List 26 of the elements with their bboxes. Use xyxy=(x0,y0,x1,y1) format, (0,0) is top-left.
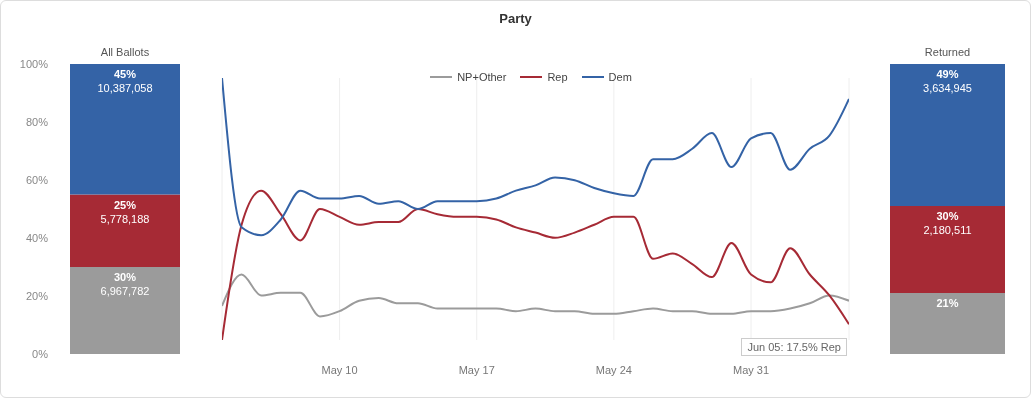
x-tick-label: May 17 xyxy=(458,363,495,376)
x-tick-label: Returned xyxy=(924,46,971,58)
x-tick-label: May 24 xyxy=(595,363,632,376)
bar xyxy=(70,64,180,195)
data-label: 49% 3,634,945 xyxy=(923,68,972,94)
x-tick-label: All Ballots xyxy=(100,46,150,58)
chart-title: Party xyxy=(498,11,533,26)
legend-label: NP+Other xyxy=(456,71,507,83)
text: Jun 05: 17.5% Rep xyxy=(741,338,847,356)
data-label: 25% 5,778,188 xyxy=(100,198,150,225)
legend-label: Rep xyxy=(546,71,568,83)
y-tick-label: 80% xyxy=(25,115,49,128)
x-tick-label: May 10 xyxy=(321,363,358,376)
data-label: 21% xyxy=(936,297,959,310)
bar xyxy=(70,194,180,267)
y-tick-label: 0% xyxy=(32,347,49,360)
y-tick-label: 40% xyxy=(25,231,49,244)
x-tick-label: May 31 xyxy=(732,363,770,376)
bar xyxy=(70,267,180,354)
y-tick-label: 100% xyxy=(19,57,49,70)
data-label: 45% 10,387,058 xyxy=(97,68,153,94)
data-label: 30% 2,180,511 xyxy=(923,210,972,237)
y-tick-label: 20% xyxy=(25,289,49,302)
legend-label: Dem xyxy=(607,71,632,83)
data-label: 30% 6,967,782 xyxy=(100,271,150,297)
y-tick-label: 60% xyxy=(25,173,49,186)
